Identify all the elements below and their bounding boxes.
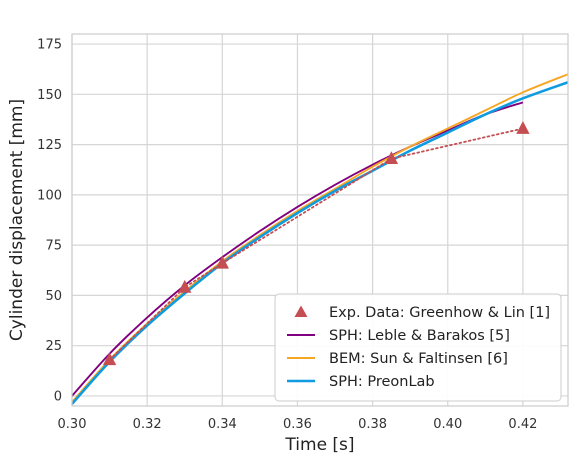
- data-point-marker: [516, 121, 530, 134]
- data-point-marker: [102, 352, 117, 366]
- y-tick-label: 175: [37, 38, 62, 53]
- x-tick-label: 0.40: [433, 417, 462, 432]
- y-tick-label: 125: [37, 138, 62, 153]
- y-tick-label: 75: [45, 239, 62, 254]
- data-point-marker: [384, 151, 399, 165]
- data-point-marker: [215, 255, 229, 269]
- y-tick-labels: 0 25 50 75 100 125 150 175: [37, 38, 62, 405]
- legend-box: [274, 293, 562, 402]
- x-tick-label: 0.34: [208, 417, 237, 432]
- y-tick-label: 150: [37, 88, 62, 103]
- y-tick-label: 100: [37, 188, 62, 203]
- x-axis-title: Time [s]: [284, 435, 354, 455]
- x-tick-labels: 0.30 0.32 0.34 0.36 0.38 0.40 0.42: [58, 417, 538, 432]
- series-line-sph-preonlab: [72, 81, 568, 405]
- legend: Exp. Data: Greenhow & Lin [1] SPH: Leble …: [274, 293, 562, 402]
- y-tick-label: 50: [45, 289, 62, 304]
- series-layer: [72, 73, 568, 405]
- y-axis-title: Cylinder displacement [mm]: [7, 99, 27, 341]
- x-tick-label: 0.42: [508, 417, 537, 432]
- series-line-sph-leble-barakos-5: [72, 101, 524, 397]
- x-tick-label: 0.30: [58, 417, 87, 432]
- y-tick-label: 0: [54, 389, 62, 404]
- legend-label: Exp. Data: Greenhow & Lin [1]: [329, 305, 550, 321]
- x-tick-label: 0.32: [133, 417, 162, 432]
- series-line-bem-sun-faltinsen-6: [72, 73, 568, 403]
- x-tick-label: 0.36: [283, 417, 312, 432]
- legend-swatch-marker: [294, 305, 308, 317]
- legend-label: SPH: Leble & Barakos [5]: [329, 328, 510, 344]
- legend-label: SPH: PreonLab: [329, 374, 435, 390]
- data-point-marker: [178, 279, 192, 293]
- x-tick-label: 0.38: [358, 417, 387, 432]
- y-tick-label: 25: [45, 339, 62, 354]
- legend-label: BEM: Sun & Faltinsen [6]: [329, 351, 508, 367]
- plot-frame: [71, 33, 569, 407]
